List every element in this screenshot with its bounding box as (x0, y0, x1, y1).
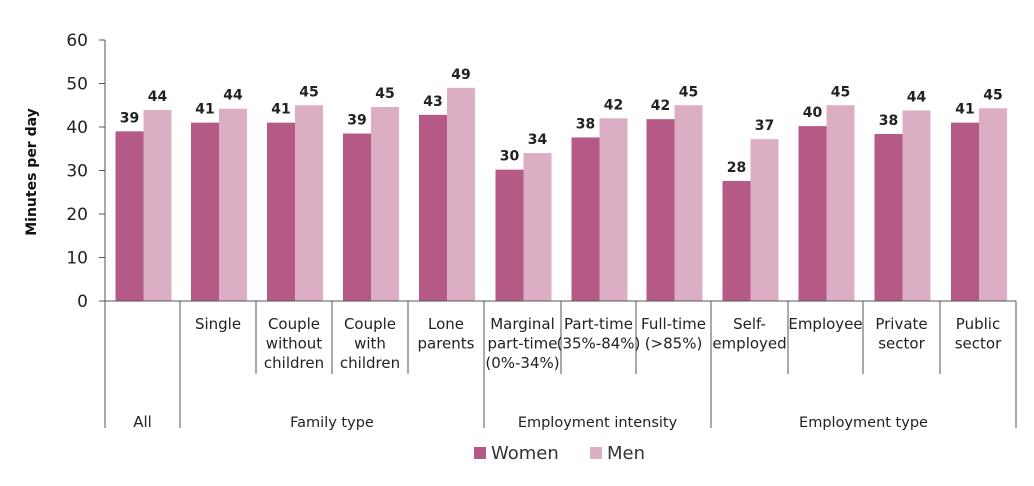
category-label: sector (878, 335, 925, 353)
data-label: 38 (879, 113, 898, 129)
bar-women (191, 122, 219, 302)
data-label: 43 (423, 94, 442, 110)
category-label: sector (955, 335, 1002, 353)
category-label: All (133, 413, 152, 431)
category-label: Couple (268, 315, 320, 333)
bar-women (495, 169, 524, 301)
category-label: Private (875, 315, 927, 333)
category-label: Full-time (641, 315, 706, 333)
data-label: 45 (679, 84, 698, 100)
data-label: 41 (955, 102, 974, 118)
group-label: Family type (290, 415, 374, 431)
bar-women (115, 131, 144, 301)
data-label: 37 (755, 118, 774, 134)
bar-men (523, 153, 552, 301)
y-axis: 0 10 20 30 40 50 60 (66, 31, 106, 312)
bar-women (874, 133, 903, 301)
bar-men (826, 105, 855, 301)
data-label: 44 (907, 89, 927, 105)
category-label: (0%-34%) (485, 354, 559, 372)
y-axis-label: Minutes per day (24, 108, 40, 236)
bar-men (750, 139, 779, 301)
data-label: 49 (451, 67, 470, 83)
data-label: 44 (223, 88, 243, 104)
bar-men (902, 110, 931, 301)
group-label: Employment type (799, 415, 928, 431)
bar-women (646, 119, 675, 301)
data-label: 42 (604, 97, 623, 113)
category-label: Public (956, 315, 1000, 333)
data-label: 40 (803, 105, 823, 121)
y-tick-label: 20 (66, 205, 88, 225)
category-label: Couple (344, 315, 396, 333)
bar-women (722, 180, 751, 301)
bar-men (599, 118, 628, 301)
category-label: part-time (487, 335, 557, 353)
bar-men (219, 108, 247, 301)
data-label: 45 (983, 87, 1002, 103)
data-label: 44 (148, 89, 168, 105)
y-tick-label: 40 (66, 118, 88, 138)
legend-swatch-men (590, 447, 602, 459)
y-tick-label: 50 (66, 75, 88, 95)
category-label: Part-time (564, 315, 633, 333)
bar-men (674, 105, 703, 301)
category-label: children (264, 354, 324, 372)
y-tick-label: 10 (66, 249, 88, 269)
legend: Women Men (474, 443, 645, 464)
category-label: Self- (733, 315, 766, 333)
category-label: (>85%) (645, 335, 703, 353)
group-label: Employment intensity (518, 415, 678, 431)
legend-label-women: Women (491, 443, 559, 464)
bar-women (798, 126, 827, 301)
y-tick-label: 60 (66, 31, 88, 51)
data-label: 34 (528, 132, 548, 148)
data-label: 42 (651, 98, 670, 114)
bar-men (143, 110, 172, 301)
data-label: 38 (576, 116, 595, 132)
data-label: 41 (271, 102, 290, 118)
bar-men (371, 106, 399, 302)
category-label: Lone (428, 315, 464, 333)
data-label: 45 (831, 84, 850, 100)
bar-women (267, 122, 295, 302)
bar-men (447, 87, 475, 301)
bar-women (343, 133, 371, 301)
y-tick-label: 0 (77, 292, 88, 312)
bar-men (295, 105, 323, 301)
legend-label-men: Men (607, 443, 645, 464)
category-label: without (266, 335, 323, 353)
category-label: with (354, 335, 386, 353)
bar-women (419, 114, 447, 301)
data-label: 39 (120, 110, 139, 126)
data-label: 41 (195, 102, 214, 118)
category-label: (35%-84%) (557, 335, 641, 353)
data-label: 30 (500, 149, 520, 165)
y-tick-label: 30 (66, 162, 88, 182)
category-label: parents (418, 335, 475, 353)
bars: 39 44 41 44 41 45 39 45 43 49 30 34 38 42 42 45 28 37 40 45… (115, 67, 1007, 302)
bar-women (951, 122, 979, 302)
category-label: employed (712, 335, 786, 353)
legend-swatch-women (474, 447, 486, 459)
data-label: 45 (299, 84, 318, 100)
category-label: children (340, 354, 400, 372)
category-label: Marginal (490, 315, 555, 333)
data-label: 28 (727, 160, 746, 176)
category-label: Employee (788, 315, 862, 333)
data-label: 39 (347, 113, 366, 129)
bar-women (571, 137, 600, 301)
category-label: Single (195, 315, 241, 333)
data-label: 45 (375, 86, 394, 102)
group-labels: Family type Employment intensity Employmen… (290, 415, 928, 431)
bar-men (979, 108, 1007, 301)
